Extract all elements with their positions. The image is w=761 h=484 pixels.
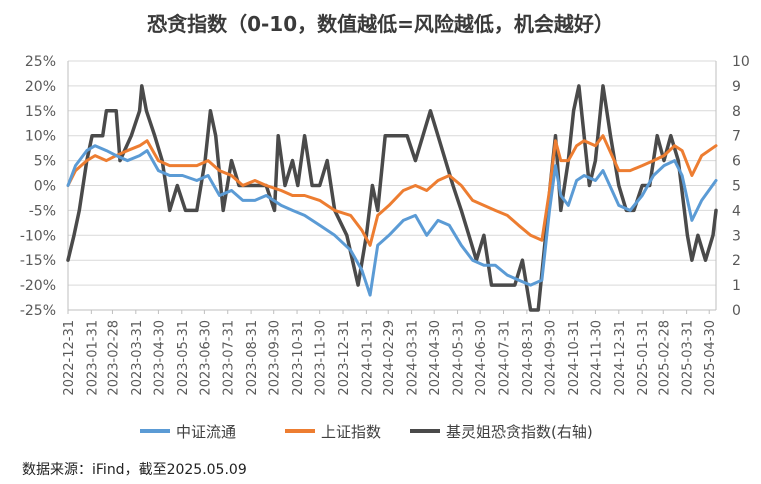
right-tick-label: 3 [732, 228, 741, 244]
x-tick-label: 2022-12-31 [62, 320, 77, 396]
x-tick-label: 2024-06-30 [474, 320, 489, 396]
x-axis: 2022-12-31 2023-01-31 2023-02-28 2023-03-31… [62, 310, 718, 396]
series-line [66, 84, 718, 312]
x-tick-label: 2024-03-31 [406, 320, 421, 396]
source-note: 数据来源：iFind，截至2025.05.09 [22, 462, 247, 478]
right-tick-label: 1 [732, 278, 741, 294]
gridlines [67, 60, 717, 311]
x-tick-label: 2024-04-30 [428, 320, 443, 396]
legend-label: 上证指数 [321, 423, 381, 441]
x-tick-label: 2024-02-29 [382, 320, 397, 396]
x-tick-label: 2024-05-31 [452, 320, 467, 396]
series-line [66, 134, 718, 247]
x-tick-label: 2024-09-30 [543, 320, 558, 396]
x-tick-label: 2023-02-28 [106, 320, 121, 396]
left-tick-label: 10% [25, 129, 56, 145]
x-tick-label: 2024-08-31 [521, 320, 536, 396]
left-tick-label: 15% [25, 104, 56, 120]
x-tick-label: 2024-10-31 [567, 320, 582, 396]
x-tick-label: 2025-04-30 [703, 320, 718, 396]
x-tick-label: 2024-11-30 [589, 320, 604, 396]
legend-label: 基灵姐恐贪指数(右轴) [446, 423, 593, 441]
x-tick-label: 2023-09-30 [268, 320, 283, 396]
series-lines [66, 84, 718, 312]
right-tick-label: 9 [732, 79, 741, 95]
x-tick-label: 2024-12-31 [613, 320, 628, 396]
x-tick-label: 2023-11-30 [314, 320, 329, 396]
right-tick-label: 0 [732, 303, 741, 319]
x-tick-label: 2023-03-31 [130, 320, 145, 396]
right-tick-label: 6 [732, 154, 741, 170]
right-tick-label: 5 [732, 179, 741, 195]
right-tick-label: 2 [732, 253, 741, 269]
right-tick-label: 10 [732, 54, 750, 70]
right-tick-label: 7 [732, 129, 741, 145]
left-tick-label: 25% [25, 54, 56, 70]
left-tick-label: -20% [20, 278, 56, 294]
series-line [66, 144, 718, 297]
x-tick-label: 2025-03-31 [681, 320, 696, 396]
x-tick-label: 2025-02-28 [657, 320, 672, 396]
x-tick-label: 2023-04-30 [152, 320, 167, 396]
x-tick-label: 2023-10-31 [291, 320, 306, 396]
right-tick-label: 8 [732, 104, 741, 120]
left-tick-label: 0% [34, 179, 56, 195]
x-tick-label: 2023-05-31 [176, 320, 191, 396]
chart-title: 恐贪指数（0-10，数值越低=风险越低，机会越好） [147, 12, 614, 36]
x-tick-label: 2023-06-30 [198, 320, 213, 396]
legend: 中证流通 上证指数 基灵姐恐贪指数(右轴) [140, 423, 593, 441]
left-tick-label: -15% [20, 253, 56, 269]
left-tick-label: 5% [34, 154, 56, 170]
x-tick-label: 2023-01-31 [85, 320, 100, 396]
left-tick-label: -10% [20, 228, 56, 244]
x-tick-label: 2023-12-31 [337, 320, 352, 396]
left-tick-label: -25% [20, 303, 56, 319]
x-tick-label: 2025-01-31 [636, 320, 651, 396]
x-tick-label: 2024-01-31 [360, 320, 375, 396]
right-tick-label: 4 [732, 203, 741, 219]
x-tick-label: 2023-07-31 [222, 320, 237, 396]
x-tick-label: 2023-08-31 [245, 320, 260, 396]
left-tick-label: -5% [29, 203, 56, 219]
legend-label: 中证流通 [176, 423, 236, 441]
left-axis: 25% 20% 15% 10% 5% 0% -5% -10% -15% -20% -25% [20, 54, 56, 319]
left-tick-label: 20% [25, 79, 56, 95]
x-tick-label: 2024-07-31 [498, 320, 513, 396]
